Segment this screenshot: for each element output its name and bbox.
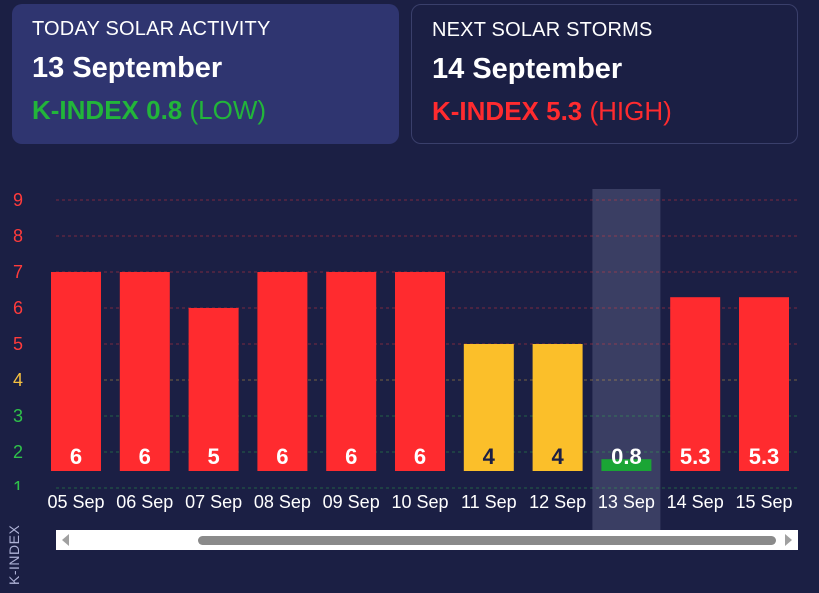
- next-storms-card: NEXT SOLAR STORMS 14 September K-INDEX 5…: [411, 4, 798, 144]
- y-tick-label: 8: [13, 226, 23, 246]
- bar-value-label: 6: [276, 444, 288, 469]
- y-tick-label: 9: [13, 190, 23, 210]
- bar-value-label: 5: [207, 444, 219, 469]
- bar-value-label: 0.8: [611, 444, 642, 469]
- next-date: 14 September: [432, 53, 623, 85]
- y-tick-label: 5: [13, 334, 23, 354]
- x-tick-label: 06 Sep: [116, 492, 173, 512]
- bar-value-label: 6: [139, 444, 151, 469]
- bar-value-label: 6: [414, 444, 426, 469]
- bar: [670, 297, 721, 471]
- y-tick-label: 2: [13, 442, 23, 462]
- y-axis-title: K-INDEX: [6, 524, 22, 585]
- y-tick-label: 6: [13, 298, 23, 318]
- next-level: (HIGH): [589, 96, 672, 126]
- scrollbar-thumb[interactable]: [198, 536, 776, 545]
- y-tick-label: 3: [13, 406, 23, 426]
- x-tick-label: 07 Sep: [185, 492, 242, 512]
- x-tick-label: 05 Sep: [47, 492, 104, 512]
- scroll-clip-mask: [0, 490, 46, 514]
- scroll-right-arrow-icon[interactable]: [785, 534, 792, 546]
- y-tick-label: 4: [13, 370, 23, 390]
- bar-value-label: 6: [70, 444, 82, 469]
- bar: [739, 297, 789, 471]
- x-tick-label: 12 Sep: [529, 492, 586, 512]
- bar-value-label: 5.3: [749, 444, 780, 469]
- highlight-column: [592, 189, 661, 534]
- bar: [326, 272, 377, 471]
- bar: [463, 344, 514, 471]
- today-kindex: K-INDEX 0.8 (LOW): [32, 95, 379, 126]
- x-tick-label: 11 Sep: [461, 492, 517, 512]
- bar: [119, 272, 170, 471]
- x-tick-label: 08 Sep: [254, 492, 311, 512]
- x-tick-label: 15 Sep: [735, 492, 792, 512]
- today-kindex-value: K-INDEX 0.8: [32, 95, 183, 125]
- bar: [532, 344, 583, 471]
- today-heading: TODAY SOLAR ACTIVITY: [32, 18, 271, 40]
- y-tick-label: 1: [13, 478, 23, 498]
- bar-value-label: 4: [551, 444, 564, 469]
- bar: [601, 459, 652, 471]
- scroll-left-arrow-icon[interactable]: [62, 534, 69, 546]
- today-activity-card: TODAY SOLAR ACTIVITY 13 September K-INDE…: [12, 4, 399, 144]
- bar: [257, 272, 308, 471]
- next-kindex-value: K-INDEX 5.3: [432, 96, 583, 126]
- bar: [51, 272, 101, 471]
- x-tick-label: 13 Sep: [598, 492, 655, 512]
- bar-value-label: 5.3: [680, 444, 711, 469]
- next-kindex: K-INDEX 5.3 (HIGH): [432, 96, 777, 127]
- today-date: 13 September: [32, 52, 223, 84]
- chart-horizontal-scrollbar[interactable]: [56, 530, 798, 550]
- bar: [188, 308, 239, 471]
- y-tick-label: 7: [13, 262, 23, 282]
- x-tick-label: 10 Sep: [391, 492, 448, 512]
- next-heading: NEXT SOLAR STORMS: [432, 19, 653, 41]
- bar-value-label: 4: [483, 444, 496, 469]
- x-tick-label: 14 Sep: [667, 492, 724, 512]
- today-level: (LOW): [189, 95, 267, 125]
- bar: [395, 272, 445, 471]
- x-tick-label: 09 Sep: [323, 492, 380, 512]
- bar-value-label: 6: [345, 444, 357, 469]
